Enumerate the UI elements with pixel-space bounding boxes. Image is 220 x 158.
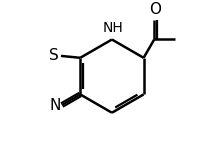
- Text: O: O: [149, 2, 161, 17]
- Text: S: S: [49, 48, 59, 63]
- Text: NH: NH: [103, 21, 123, 35]
- Text: N: N: [50, 97, 61, 112]
